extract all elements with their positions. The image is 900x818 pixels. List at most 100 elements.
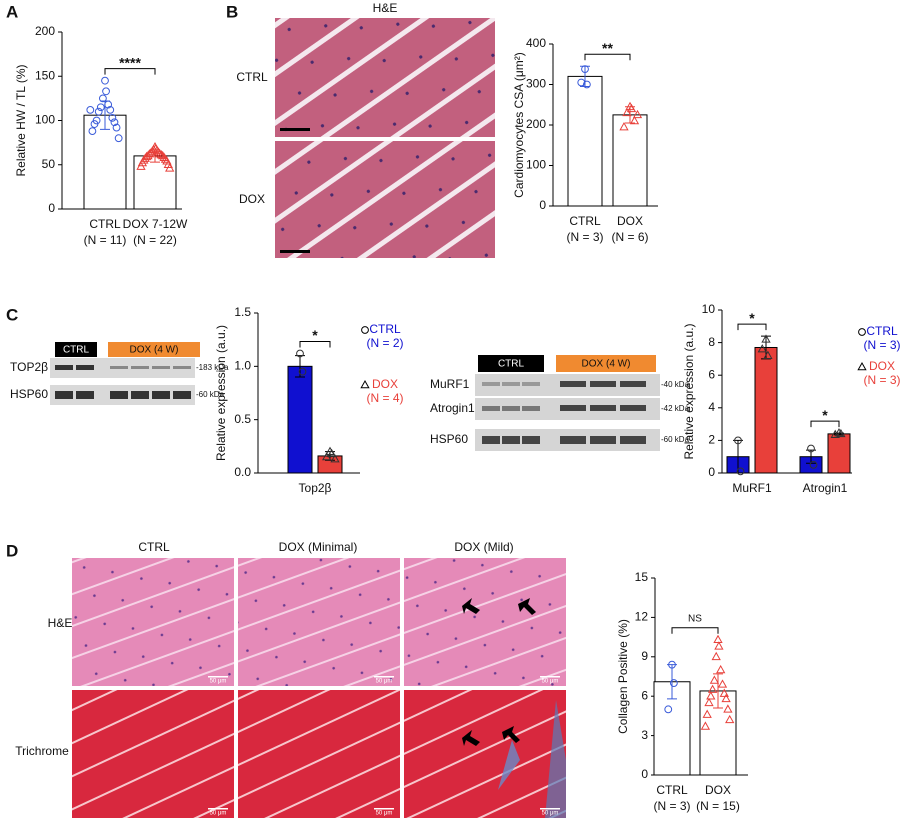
y-tick-label: 8	[708, 335, 715, 349]
size-label: -42 kDa	[661, 404, 690, 413]
data-point	[104, 100, 113, 109]
bar	[827, 433, 851, 474]
data-point	[114, 134, 123, 143]
data-point	[723, 704, 733, 713]
y-tick-label: 1.5	[234, 305, 251, 319]
legend-marker	[857, 361, 867, 371]
data-point	[619, 122, 629, 131]
data-point	[736, 467, 745, 476]
legend-entry: CTRL(N = 3)	[858, 324, 900, 352]
bar	[754, 346, 778, 474]
scale-bar	[208, 808, 228, 810]
data-point	[763, 350, 773, 359]
data-point	[330, 454, 340, 463]
significance-bracket	[737, 323, 767, 331]
significance-bracket	[104, 68, 156, 75]
data-point	[700, 721, 711, 730]
y-tick-label: 0	[48, 201, 55, 215]
legend-entry: DOX(N = 3)	[857, 359, 900, 387]
histology-image	[404, 558, 566, 686]
data-point	[298, 367, 307, 376]
group-bar	[478, 355, 544, 372]
y-tick-label: 0	[708, 465, 715, 479]
bar	[612, 114, 648, 207]
x-tick-note: (N = 11)	[84, 233, 127, 247]
data-point	[714, 641, 724, 650]
data-point	[669, 679, 678, 687]
legend-entry: CTRL(N = 2)	[361, 322, 404, 350]
data-point	[706, 691, 716, 700]
row-label: CTRL	[236, 70, 268, 84]
y-tick-label: 9	[641, 649, 648, 663]
histology-image	[72, 690, 234, 818]
data-point	[725, 714, 735, 724]
layout: A B C D H&E CTRL DOX CTRL DOX (4 W) TOP2…	[6, 1, 690, 818]
scale-label: 50 μm	[376, 811, 393, 817]
y-tick-label: 6	[641, 688, 648, 702]
y-axis-label: Relative HW / TL (%)	[14, 64, 28, 176]
data-point	[734, 436, 742, 445]
y-axis-label: Collagen Positive (%)	[616, 619, 630, 734]
data-point	[577, 78, 586, 87]
data-point	[704, 697, 714, 707]
y-tick-label: 100	[35, 113, 55, 127]
y-axis-label: Cardiomyocytes CSA (μm²)	[512, 52, 526, 198]
significance-label: **	[602, 40, 613, 56]
data-point	[668, 660, 676, 669]
row-label: HSP60	[10, 387, 48, 401]
x-tick-note: (N = 6)	[611, 230, 648, 244]
significance-label: NS	[688, 613, 702, 624]
data-point	[632, 109, 643, 119]
data-point	[106, 105, 115, 114]
data-point	[99, 94, 107, 103]
bar-chart: 0 50 100 150 200 Relative HW / TL (%) CTRL (N =…	[14, 24, 188, 247]
data-point	[834, 428, 844, 437]
size-label: -60 kDa	[196, 390, 225, 399]
legend-entry: DOX(N = 4)	[360, 377, 404, 405]
group-label: DOX (4 W)	[582, 359, 631, 370]
legend-marker	[360, 379, 370, 389]
data-point	[702, 709, 712, 718]
data-point	[664, 705, 673, 714]
data-point	[709, 675, 720, 684]
column-label: CTRL	[138, 540, 170, 554]
data-point	[327, 448, 337, 458]
size-label: -60 kDa	[661, 435, 690, 444]
y-tick-label: 0	[539, 198, 546, 212]
x-tick-note: (N = 3)	[566, 230, 603, 244]
data-point	[713, 634, 723, 644]
data-point	[94, 107, 103, 116]
data-point	[711, 651, 721, 661]
data-point	[807, 444, 815, 453]
data-point	[101, 76, 109, 85]
data-point	[86, 105, 95, 114]
scale-label: 50 μm	[210, 679, 227, 685]
panel-label: C	[6, 305, 18, 324]
scale-bar	[208, 676, 228, 678]
significance-bracket	[299, 341, 331, 348]
row-label: DOX	[239, 192, 265, 206]
y-tick-label: 3	[641, 728, 648, 742]
size-label: -183 kDa	[196, 363, 229, 372]
y-tick-label: 200	[526, 117, 546, 131]
fibrosis-region	[498, 740, 520, 790]
significance-label: *	[749, 310, 755, 326]
y-tick-label: 12	[635, 610, 649, 624]
data-point	[761, 334, 771, 343]
error-bar	[713, 673, 723, 709]
data-point	[322, 451, 332, 461]
y-axis-label: Relative expression (a.u.)	[214, 325, 228, 461]
scale-bar	[540, 676, 560, 678]
significance-bracket	[671, 627, 719, 634]
column-label: DOX (Mild)	[454, 540, 513, 554]
data-point	[581, 65, 589, 74]
y-tick-label: 10	[702, 302, 716, 316]
data-point	[112, 123, 121, 132]
x-tick-label: DOX 7-12W	[123, 217, 188, 231]
x-tick-label: DOX	[705, 783, 731, 797]
blot-bands	[482, 381, 646, 444]
scale-bar	[280, 250, 310, 253]
y-tick-label: 400	[526, 36, 546, 50]
row-label: MuRF1	[430, 377, 470, 391]
